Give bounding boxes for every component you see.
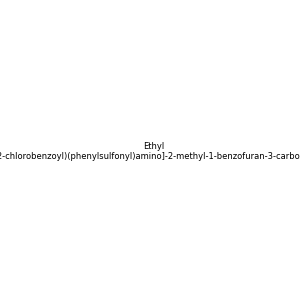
Text: Ethyl 5-[(2-chlorobenzoyl)(phenylsulfonyl)amino]-2-methyl-1-benzofuran-3-carboxy: Ethyl 5-[(2-chlorobenzoyl)(phenylsulfony… [0,142,300,161]
